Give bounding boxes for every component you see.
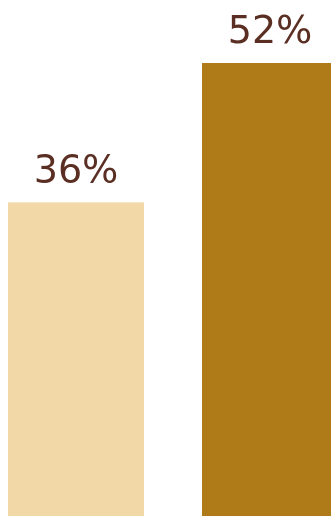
bars-group xyxy=(8,63,331,516)
bar-value-label-1: 36% xyxy=(34,147,118,191)
bar-1 xyxy=(8,202,144,516)
bar-2 xyxy=(202,63,331,516)
value-labels-group: 36% 52% xyxy=(34,8,312,191)
bar-value-label-2: 52% xyxy=(228,8,312,52)
